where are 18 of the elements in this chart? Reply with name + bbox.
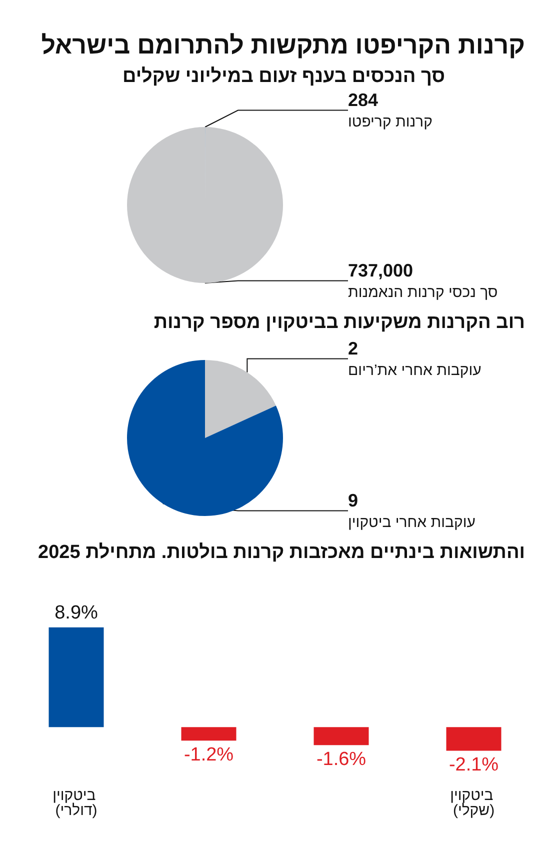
slice-label: עוקבות אחרי את’ריום	[348, 362, 482, 380]
data-label: -1.6%	[316, 749, 366, 770]
data-label: 9	[348, 490, 358, 510]
data-label: 8.9%	[54, 602, 98, 624]
x-tick-label: ביטקוין (דולרי)	[52, 787, 100, 819]
data-label: -2.1%	[448, 754, 499, 776]
chart-title: והתשואות בינתיים מאכזבות קרנות בולטות. מתחילת 2025	[38, 542, 526, 563]
data-label: 2	[348, 338, 358, 359]
data-label: 284	[348, 90, 378, 110]
chart-subtitle: סך הנכסים בענף זעום במיליוני שקלים	[122, 66, 446, 87]
data-label: 737,000	[348, 260, 414, 280]
chart-title: רוב הקרנות משקיעות בביטקוין מספר קרנות	[154, 312, 526, 333]
slice-label: קרנות קריפטו	[348, 114, 433, 130]
slice-label: עוקבות אחרי ביטקוין	[348, 514, 476, 531]
slice-label: סך נכסי קרנות הנאמנות	[348, 284, 498, 301]
data-label: -1.2%	[184, 744, 234, 766]
chart-title: קרנות הקריפטו מתקשות להתרומם בישראל	[41, 32, 526, 60]
x-tick-label: ביטקוין (שקלי)	[450, 787, 498, 819]
